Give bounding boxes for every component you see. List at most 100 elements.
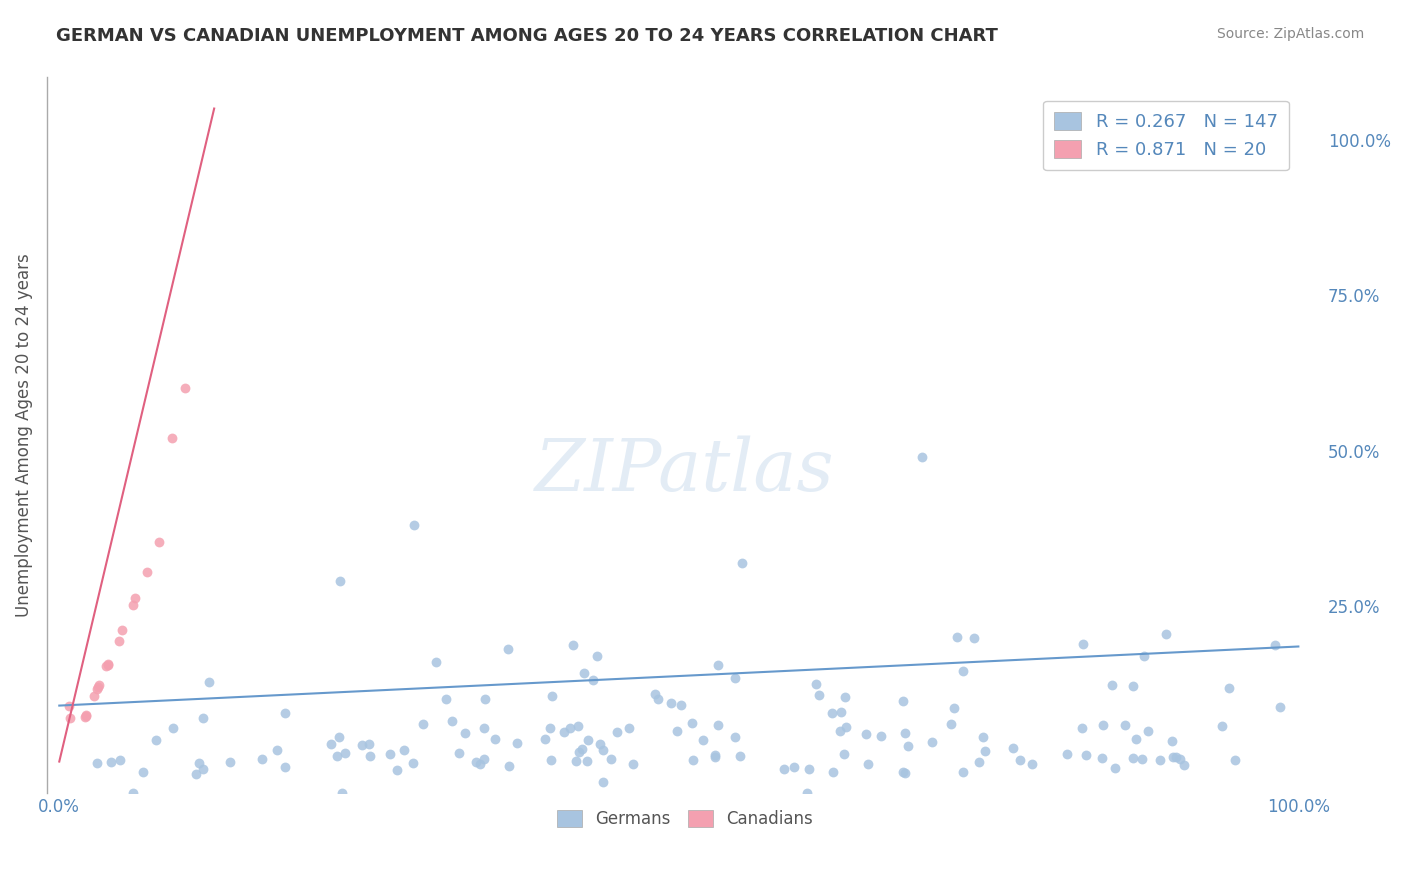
Point [385, 763, 408, 777]
Point [135, 565, 157, 579]
Point [197, 675, 219, 690]
Point [619, 721, 641, 735]
Point [359, 749, 381, 764]
Point [724, 671, 747, 685]
Point [1101, 678, 1123, 692]
Point [1091, 718, 1114, 732]
Point [553, 725, 575, 739]
Point [329, 574, 352, 589]
Point [606, 725, 628, 739]
Point [592, 743, 614, 757]
Point [897, 739, 920, 754]
Point [799, 762, 821, 776]
Point [162, 721, 184, 735]
Point [145, 733, 167, 747]
Point [434, 692, 457, 706]
Point [568, 745, 591, 759]
Point [274, 706, 297, 720]
Point [1149, 753, 1171, 767]
Point [266, 743, 288, 757]
Point [893, 694, 915, 708]
Text: ZIPatlas: ZIPatlas [536, 435, 835, 506]
Point [1122, 751, 1144, 765]
Point [498, 759, 520, 773]
Point [1104, 761, 1126, 775]
Point [952, 664, 974, 678]
Point [952, 765, 974, 780]
Point [692, 733, 714, 747]
Point [83, 690, 105, 704]
Point [588, 738, 610, 752]
Point [599, 752, 621, 766]
Point [834, 690, 856, 704]
Point [565, 754, 588, 768]
Point [1223, 753, 1246, 767]
Point [449, 746, 471, 760]
Point [783, 760, 806, 774]
Point [1091, 750, 1114, 764]
Point [412, 716, 434, 731]
Point [1122, 679, 1144, 693]
Text: Source: ZipAtlas.com: Source: ZipAtlas.com [1216, 27, 1364, 41]
Point [357, 737, 380, 751]
Point [321, 737, 343, 751]
Point [1161, 749, 1184, 764]
Point [571, 742, 593, 756]
Point [821, 706, 844, 720]
Point [707, 718, 730, 732]
Point [86, 756, 108, 770]
Point [1056, 747, 1078, 762]
Point [572, 665, 595, 680]
Point [89, 678, 111, 692]
Point [534, 732, 557, 747]
Point [592, 774, 614, 789]
Point [1114, 718, 1136, 732]
Point [472, 722, 495, 736]
Point [474, 692, 496, 706]
Point [441, 714, 464, 728]
Point [453, 726, 475, 740]
Point [173, 381, 195, 395]
Point [333, 746, 356, 760]
Point [97, 657, 120, 672]
Point [644, 687, 666, 701]
Point [73, 709, 96, 723]
Point [1071, 721, 1094, 735]
Point [1133, 649, 1156, 664]
Point [191, 762, 214, 776]
Point [835, 720, 858, 734]
Point [855, 727, 877, 741]
Point [59, 711, 82, 725]
Point [219, 755, 242, 769]
Legend: Germans, Canadians: Germans, Canadians [551, 803, 820, 834]
Point [582, 673, 605, 688]
Point [939, 717, 962, 731]
Point [425, 655, 447, 669]
Point [100, 755, 122, 769]
Point [728, 748, 751, 763]
Point [1211, 718, 1233, 732]
Point [148, 535, 170, 549]
Point [796, 786, 818, 800]
Point [325, 749, 347, 764]
Point [506, 736, 529, 750]
Point [250, 752, 273, 766]
Point [828, 724, 851, 739]
Point [969, 756, 991, 770]
Point [541, 689, 564, 703]
Point [806, 677, 828, 691]
Point [821, 764, 844, 779]
Point [191, 711, 214, 725]
Point [1076, 748, 1098, 763]
Point [921, 735, 943, 749]
Point [891, 764, 914, 779]
Point [1130, 752, 1153, 766]
Y-axis label: Unemployment Among Ages 20 to 24 years: Unemployment Among Ages 20 to 24 years [15, 253, 32, 617]
Point [659, 696, 682, 710]
Point [1010, 753, 1032, 767]
Point [972, 730, 994, 744]
Point [394, 742, 416, 756]
Point [1001, 741, 1024, 756]
Point [856, 757, 879, 772]
Point [1218, 681, 1240, 696]
